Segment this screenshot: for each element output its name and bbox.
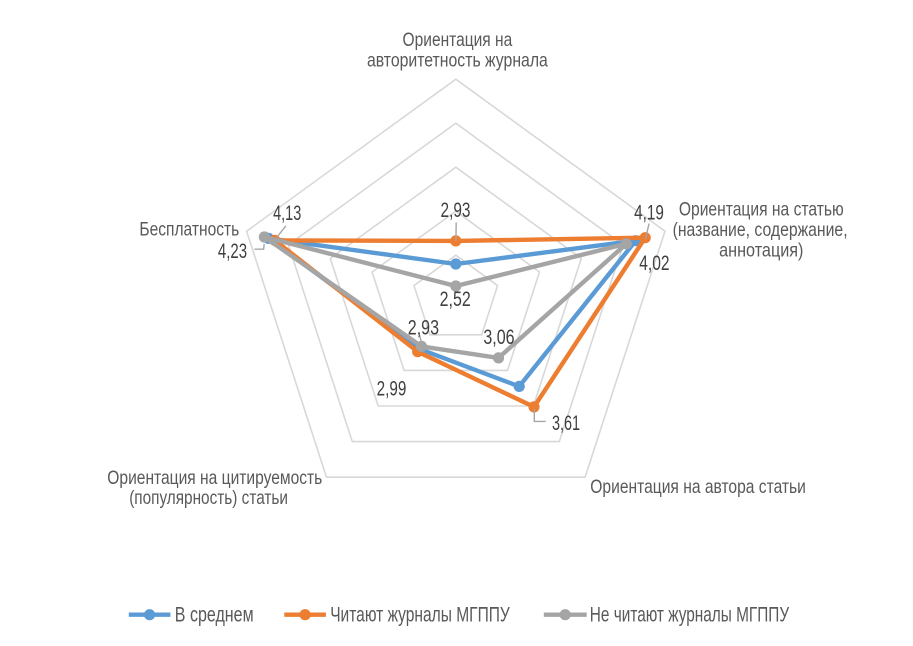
- svg-text:авторитетность журнала: авторитетность журнала: [367, 49, 548, 71]
- svg-text:Ориентация на цитируемость: Ориентация на цитируемость: [107, 467, 322, 489]
- svg-text:Не читают журналы МГППУ: Не читают журналы МГППУ: [590, 603, 790, 626]
- svg-text:2,52: 2,52: [440, 288, 471, 311]
- svg-text:(название, содержание,: (название, содержание,: [673, 219, 848, 241]
- svg-text:4,13: 4,13: [273, 202, 301, 225]
- svg-text:Бесплатность: Бесплатность: [139, 219, 239, 241]
- svg-text:4,19: 4,19: [634, 202, 664, 225]
- svg-text:(популярность) статьи: (популярность) статьи: [129, 487, 288, 509]
- svg-text:3,61: 3,61: [552, 412, 580, 435]
- svg-text:3,06: 3,06: [483, 326, 514, 349]
- svg-text:4,02: 4,02: [639, 252, 669, 275]
- svg-text:Ориентация на статью: Ориентация на статью: [679, 198, 844, 220]
- svg-text:2,93: 2,93: [408, 316, 439, 339]
- svg-text:В среднем: В среднем: [175, 603, 254, 626]
- svg-text:Ориентация на автора статьи: Ориентация на автора статьи: [590, 476, 806, 498]
- svg-text:2,99: 2,99: [377, 377, 407, 400]
- svg-text:2,93: 2,93: [441, 199, 471, 222]
- svg-text:Читают журналы МГППУ: Читают журналы МГППУ: [330, 603, 510, 626]
- svg-text:Ориентация на: Ориентация на: [403, 29, 513, 51]
- svg-text:4,23: 4,23: [218, 240, 247, 263]
- svg-text:аннотация): аннотация): [719, 240, 803, 262]
